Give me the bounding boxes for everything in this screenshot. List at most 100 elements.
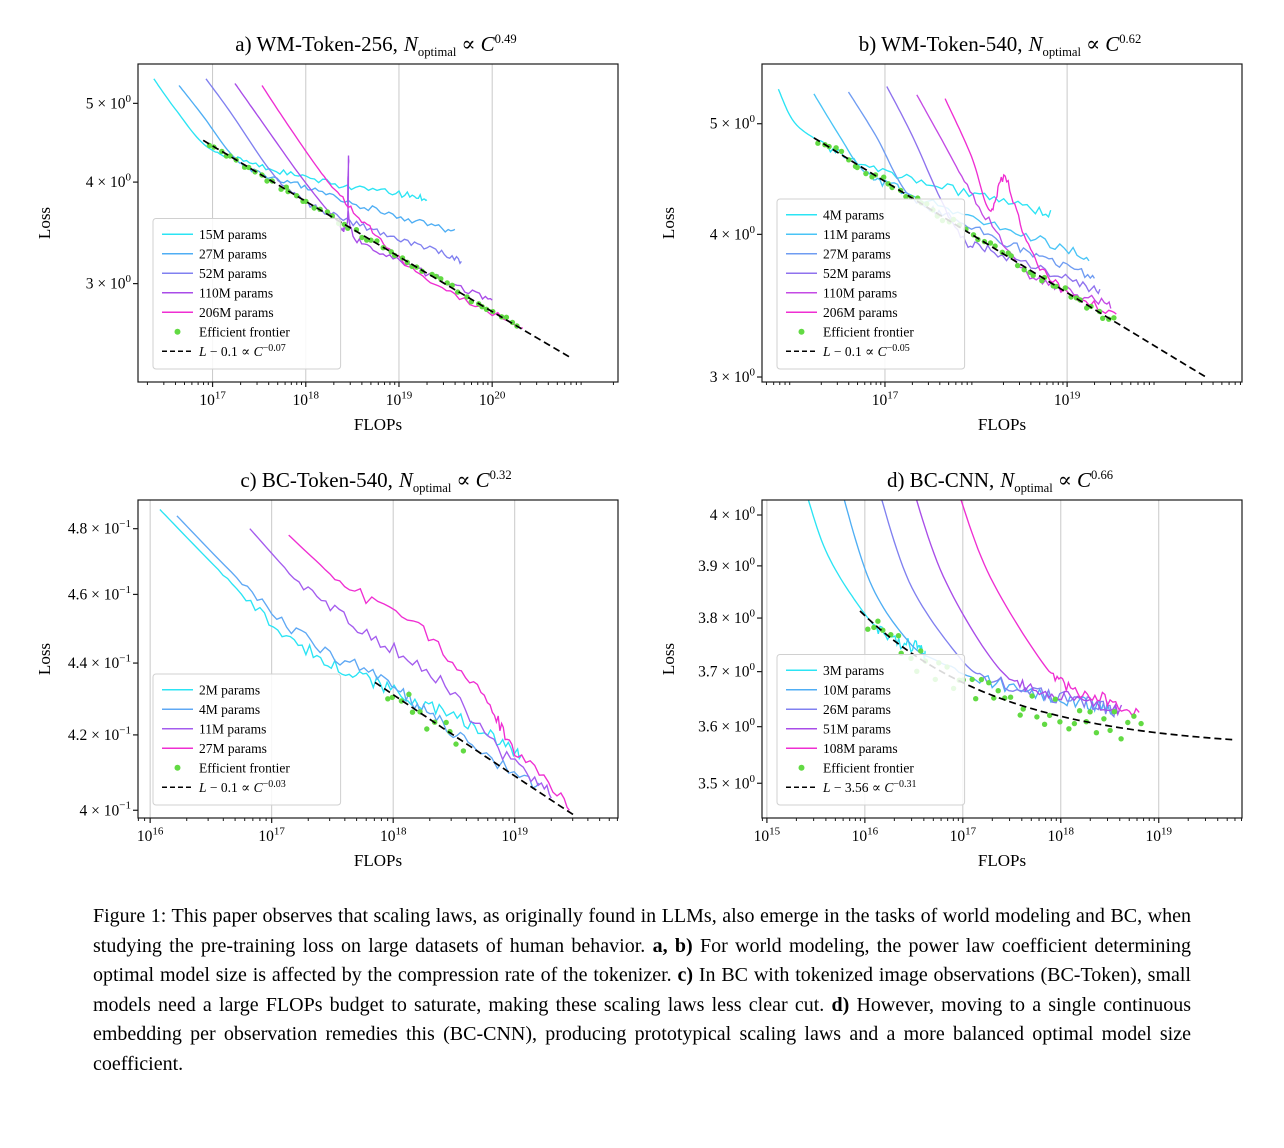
x-tick-label: 1019 — [386, 389, 413, 409]
frontier-dot — [1020, 706, 1026, 712]
frontier-dot — [227, 153, 233, 159]
frontier-dot — [1062, 285, 1068, 291]
x-tick-label: 1020 — [479, 389, 506, 409]
axes-box — [137, 499, 619, 819]
panel-d-title: d) BC-CNN, Noptimal ∝ C0.66 — [654, 458, 1254, 495]
series-line-4m-params — [176, 515, 540, 789]
frontier-dot — [1111, 709, 1118, 715]
chart-c: 1016 1017 1018 1019 4.8 × 10−1 4.6 × 10−1 4.4 … — [35, 499, 619, 870]
legend-sample-dot — [798, 328, 805, 335]
panel-a-c-exponent: 0.49 — [494, 32, 517, 46]
frontier-dot — [398, 698, 405, 704]
frontier-dot — [1076, 708, 1083, 714]
legend: 2M params 4M params 11M params 27M params Ef… — [152, 673, 342, 806]
y-tick-label: 4.6 × 10−1 — [68, 584, 131, 604]
legend-label: 110M params — [199, 285, 273, 300]
panel-c-c-exponent: 0.32 — [489, 468, 512, 482]
series-line-27m-params — [288, 534, 570, 811]
series-lines — [807, 500, 1140, 719]
panel-a-title: a) WM-Token-256, Noptimal ∝ C0.49 — [30, 22, 630, 59]
legend-box — [152, 218, 342, 370]
legend-box — [776, 198, 966, 370]
x-tick-label: 1017 — [258, 825, 285, 845]
panel-d: d) BC-CNN, Noptimal ∝ C0.66 1015 1016 1017 101… — [654, 458, 1254, 876]
frontier-dot — [453, 741, 459, 747]
panel-a: a) WM-Token-256, Noptimal ∝ C0.49 1017 1018 1… — [30, 22, 630, 440]
fit-line — [202, 139, 572, 359]
legend-label: 51M params — [823, 721, 891, 736]
frontier-dot — [1066, 726, 1072, 732]
x-tick-label: 1017 — [199, 389, 226, 409]
caption-text: In BC with tokenized image observations … — [93, 964, 1191, 1016]
chart-a: 1017 1018 1019 1020 5 × 100 4 × 100 3 × 100 FLO… — [35, 63, 619, 434]
frontier-dot — [969, 676, 975, 683]
legend-label-fit: L − 0.1 ∝ C−0.05 — [822, 343, 910, 359]
frontier-dot — [880, 627, 886, 633]
x-tick-label: 1015 — [754, 825, 781, 845]
panel-d-c-symbol: C — [1077, 468, 1092, 492]
frontier-dot — [978, 676, 985, 683]
y-tick-label: 4 × 100 — [86, 172, 132, 192]
y-tick-label: 3.6 × 100 — [698, 716, 755, 736]
y-tick-label: 4 × 100 — [710, 505, 756, 525]
legend: 15M params 27M params 52M params 110M param… — [152, 218, 342, 370]
y-tick-label: 5 × 100 — [86, 93, 132, 113]
figure-page: a) WM-Token-256, Noptimal ∝ C0.49 1017 1018 1… — [30, 22, 1254, 1075]
frontier-dot — [483, 306, 490, 312]
x-tick-label: 1018 — [293, 389, 320, 409]
frontier-dot — [986, 680, 992, 686]
frontier-dot — [1017, 712, 1023, 718]
frontier-dot — [1107, 727, 1113, 734]
axes-box — [761, 499, 1243, 819]
frontier-dot — [424, 726, 430, 732]
x-tick-label: 1016 — [852, 825, 879, 845]
panel-b-c-exponent: 0.62 — [1119, 32, 1142, 46]
y-tick-label: 3 × 100 — [86, 273, 132, 293]
panel-b-title-prefix: b) WM-Token-540, — [858, 32, 1023, 56]
panel-c-c-symbol: C — [475, 468, 490, 492]
caption-text: However, moving to a single continuous e… — [93, 993, 1192, 1075]
caption-text: For world modeling, the power law coeffi… — [93, 934, 1191, 987]
x-tick-label: 1017 — [950, 825, 977, 845]
legend-box — [776, 654, 966, 806]
frontier-dot — [1100, 315, 1106, 321]
x-tick-label: 1019 — [1145, 825, 1172, 845]
frontier-dot — [1029, 693, 1035, 699]
series-line-4m-params — [777, 88, 1052, 219]
frontier-dot — [838, 148, 845, 155]
frontier-dot — [1052, 696, 1058, 702]
frontier-dot — [863, 170, 869, 177]
legend-label: 26M params — [823, 702, 891, 717]
frontier-dot — [1087, 709, 1093, 715]
frontier-dot — [1014, 262, 1021, 269]
y-axis-label: Loss — [659, 207, 678, 239]
frontier-dot — [1071, 720, 1078, 727]
frontier-dot — [895, 633, 902, 639]
legend-label: 4M params — [199, 702, 260, 717]
frontier-dot — [918, 648, 924, 654]
frontier-dot — [443, 719, 449, 726]
series-line-108m-params — [960, 500, 1140, 716]
legend-label-fit: L − 0.1 ∝ C−0.07 — [198, 343, 286, 359]
panel-d-propto-symbol: ∝ — [1057, 468, 1072, 492]
legend-label: 27M params — [823, 246, 891, 261]
legend-label: Efficient frontier — [823, 324, 914, 339]
frontier-dot — [991, 695, 997, 701]
y-axis-label: Loss — [659, 643, 678, 675]
frontier-dot — [875, 618, 881, 624]
panel-a-c-symbol: C — [480, 32, 495, 56]
legend-sample-dot — [798, 764, 805, 771]
x-tick-label: 1018 — [380, 825, 407, 845]
frontier-dot — [264, 178, 270, 184]
efficient-frontier-dots — [385, 691, 467, 754]
series-line-206m-params — [944, 98, 1117, 315]
x-tick-label: 1018 — [1048, 825, 1075, 845]
frontier-dot — [1007, 694, 1014, 700]
axis-ticks — [133, 102, 614, 387]
frontier-dot — [389, 694, 395, 701]
panel-a-propto-symbol: ∝ — [461, 32, 476, 56]
figure-grid: a) WM-Token-256, Noptimal ∝ C0.49 1017 1018 1… — [30, 22, 1254, 876]
y-tick-label: 4 × 100 — [710, 224, 756, 244]
efficient-frontier-dots — [815, 140, 1117, 322]
series-line-11m-params — [249, 528, 552, 799]
